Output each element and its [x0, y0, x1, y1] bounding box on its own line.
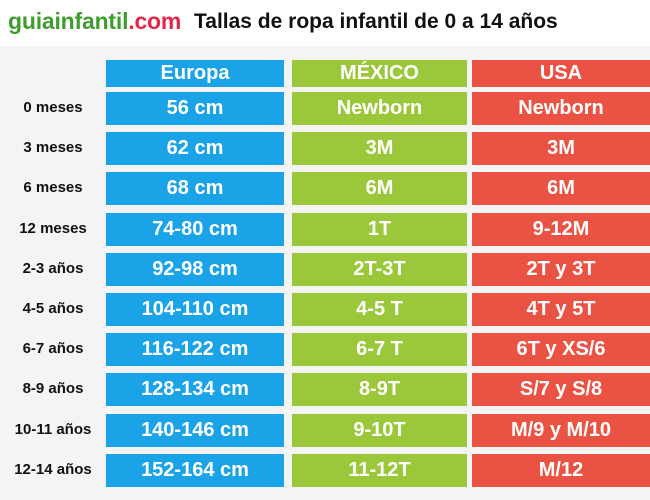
cell-mexico: 2T-3T — [292, 253, 467, 286]
row-age-label: 0 meses — [23, 99, 83, 116]
row-age-label: 12 meses — [19, 220, 87, 237]
cell-usa: S/7 y S/8 — [472, 373, 650, 406]
header: guiainfantil.com Tallas de ropa infantil… — [0, 0, 650, 46]
column-header-mexico: MÉXICO — [292, 60, 467, 87]
row-age-label: 4-5 años — [22, 300, 84, 317]
size-table: Europa MÉXICO USA 0 meses 56 cm Newborn New… — [0, 46, 650, 500]
cell-usa: 9-12M — [472, 213, 650, 246]
row-age-label: 2-3 años — [22, 260, 84, 277]
cell-europa: 140-146 cm — [106, 414, 284, 447]
cell-mexico: 6M — [292, 172, 467, 205]
cell-mexico: 8-9T — [292, 373, 467, 406]
row-age-label: 12-14 años — [14, 461, 92, 478]
cell-mexico: Newborn — [292, 92, 467, 125]
logo-suffix-text: .com — [128, 8, 182, 34]
cell-usa: M/12 — [472, 454, 650, 487]
cell-europa: 56 cm — [106, 92, 284, 125]
row-age-label: 8-9 años — [22, 380, 84, 397]
cell-usa: M/9 y M/10 — [472, 414, 650, 447]
cell-usa: 6M — [472, 172, 650, 205]
cell-usa: 3M — [472, 132, 650, 165]
cell-europa: 62 cm — [106, 132, 284, 165]
cell-europa: 74-80 cm — [106, 213, 284, 246]
cell-europa: 104-110 cm — [106, 293, 284, 326]
cell-europa: 152-164 cm — [106, 454, 284, 487]
row-age-label: 3 meses — [23, 139, 83, 156]
cell-usa: Newborn — [472, 92, 650, 125]
cell-mexico: 4-5 T — [292, 293, 467, 326]
cell-mexico: 9-10T — [292, 414, 467, 447]
row-age-label: 10-11 años — [14, 421, 92, 438]
cell-usa: 4T y 5T — [472, 293, 650, 326]
cell-mexico: 3M — [292, 132, 467, 165]
logo-main-text: guiainfantil — [8, 8, 129, 34]
cell-europa: 92-98 cm — [106, 253, 284, 286]
cell-mexico: 6-7 T — [292, 333, 467, 366]
page-title: Tallas de ropa infantil de 0 a 14 años — [194, 10, 558, 33]
cell-usa: 6T y XS/6 — [472, 333, 650, 366]
site-logo[interactable]: guiainfantil.com — [8, 8, 181, 35]
cell-mexico: 11-12T — [292, 454, 467, 487]
row-age-label: 6 meses — [23, 179, 83, 196]
row-age-label: 6-7 años — [22, 340, 84, 357]
cell-mexico: 1T — [292, 213, 467, 246]
cell-europa: 128-134 cm — [106, 373, 284, 406]
column-header-usa: USA — [472, 60, 650, 87]
cell-europa: 116-122 cm — [106, 333, 284, 366]
cell-usa: 2T y 3T — [472, 253, 650, 286]
column-header-europa: Europa — [106, 60, 284, 87]
cell-europa: 68 cm — [106, 172, 284, 205]
